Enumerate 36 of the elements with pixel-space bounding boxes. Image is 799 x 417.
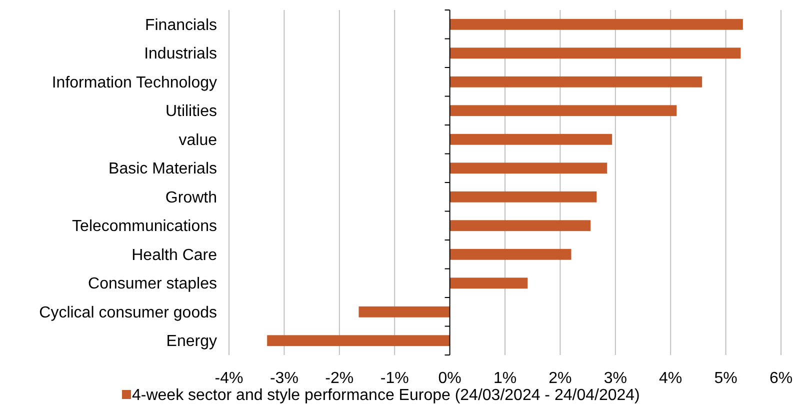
x-tick-label: 6% [769, 370, 793, 387]
y-tick-label: Utilities [165, 103, 217, 120]
bar [450, 48, 741, 59]
y-tick-label: Basic Materials [108, 160, 217, 178]
bar [450, 162, 608, 174]
bar [450, 278, 528, 289]
x-tick-label: -3% [270, 370, 298, 387]
x-tick-label: -2% [325, 370, 354, 387]
y-tick-label: Energy [166, 333, 217, 350]
bar [450, 248, 572, 260]
x-tick-label: 0% [438, 370, 462, 387]
bar [267, 335, 450, 346]
bar [450, 191, 597, 202]
y-tick-label: Health Care [132, 246, 218, 264]
x-tick-label: 4% [659, 370, 682, 387]
x-tick-label: 1% [493, 370, 517, 387]
y-tick-label: Information Technology [52, 74, 217, 92]
x-tick-label: -4% [214, 370, 244, 387]
bar [450, 76, 702, 88]
x-tick-label: 2% [548, 370, 572, 387]
y-tick-label: Telecommunications [72, 218, 217, 236]
bar [450, 134, 612, 145]
y-tick-label: value [178, 132, 218, 149]
bar [450, 18, 743, 30]
legend-label: 4-week sector and style performance Europe (24/03/2024 - 24/04/2024) [132, 387, 640, 404]
y-tick-label: Consumer staples [88, 276, 217, 293]
bar [358, 306, 450, 318]
bar [450, 220, 591, 232]
y-tick-label: Industrials [144, 46, 217, 63]
bar [450, 105, 677, 116]
x-tick-label: -1% [380, 370, 409, 387]
x-tick-label: 3% [604, 370, 627, 387]
x-tick-label: 5% [714, 370, 738, 387]
y-tick-label: Growth [165, 189, 217, 206]
y-tick-label: Financials [144, 16, 217, 34]
y-tick-label: Cyclical consumer goods [39, 304, 217, 322]
